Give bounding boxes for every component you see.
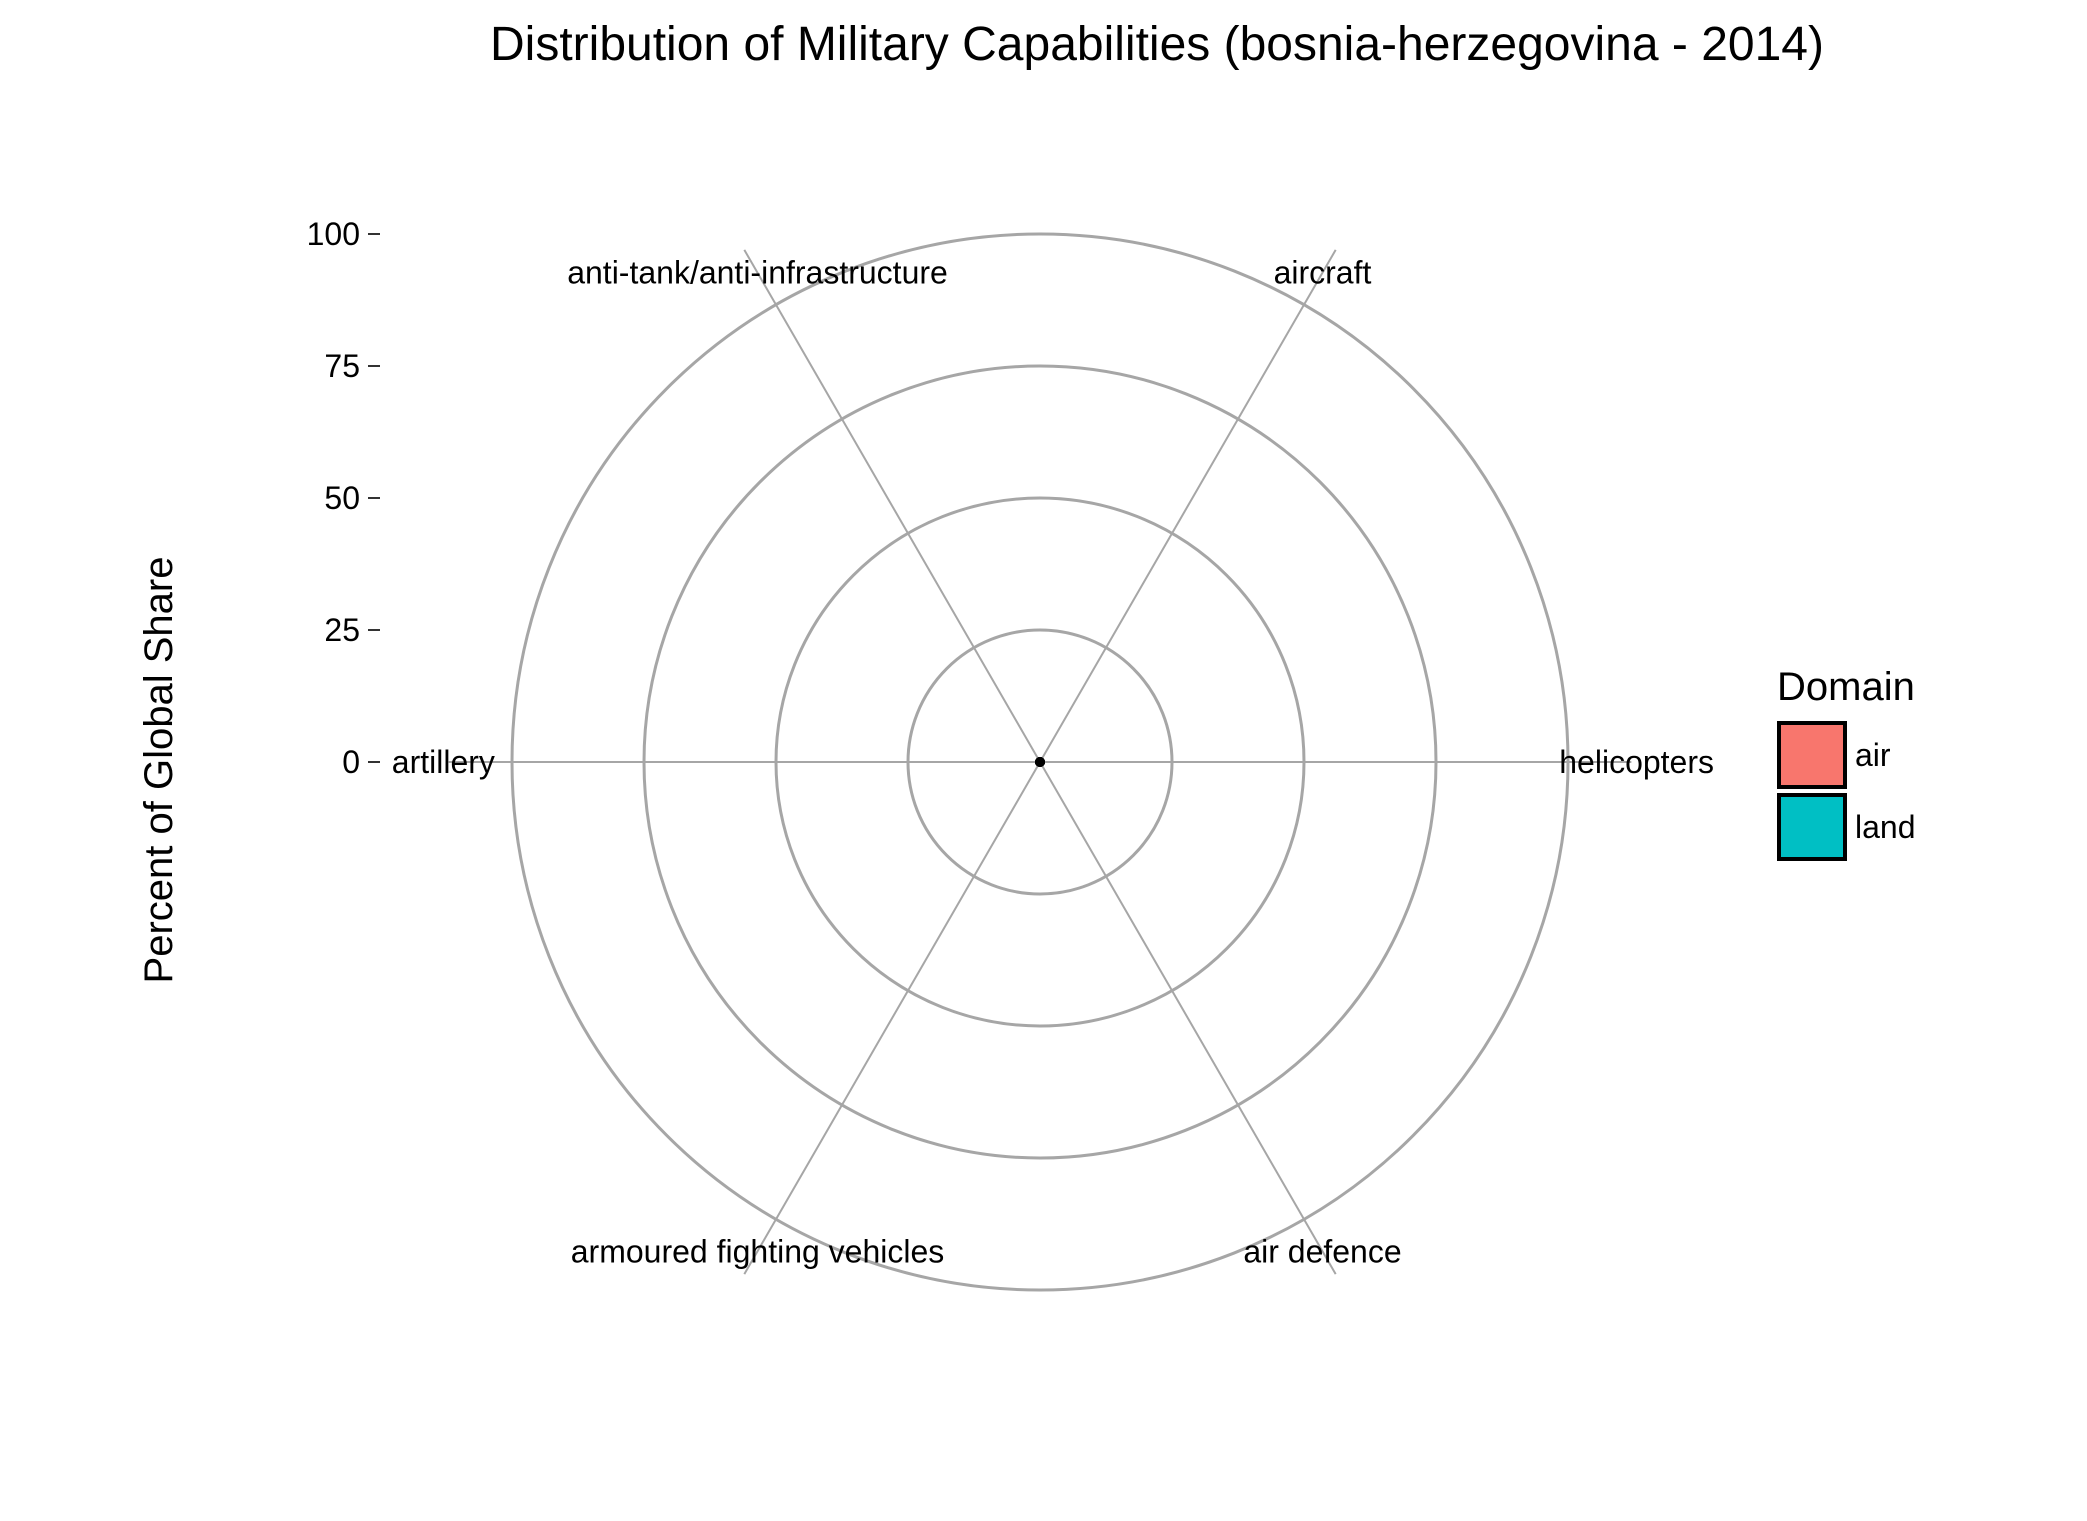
- spoke-armoured-fighting-vehicles: [743, 761, 1041, 1275]
- spoke-air-defence: [1039, 761, 1337, 1275]
- category-label-anti-tank-anti-infrastructure: anti-tank/anti-infrastructure: [567, 255, 948, 291]
- data-layer: [1035, 757, 1045, 767]
- legend-label-land: land: [1855, 809, 1916, 845]
- legend-swatch-land: [1777, 793, 1847, 861]
- y-tick-label-0: 0: [342, 744, 360, 780]
- data-point-air-defence: [1035, 757, 1045, 767]
- spoke-aircraft: [1039, 249, 1337, 763]
- y-tick-label-25: 25: [324, 612, 360, 648]
- y-axis-ticks: 0 25 50 75 100: [307, 216, 380, 780]
- y-axis-label: Percent of Global Share: [137, 557, 181, 984]
- chart-title: Distribution of Military Capabilities (b…: [490, 18, 1824, 71]
- legend: Domain air land: [1777, 665, 1916, 861]
- legend-title: Domain: [1777, 665, 1915, 709]
- category-label-aircraft: aircraft: [1274, 255, 1372, 291]
- polar-grid: [448, 232, 1632, 1292]
- category-label-helicopters: helicopters: [1559, 744, 1714, 780]
- category-label-air-defence: air defence: [1243, 1233, 1401, 1269]
- spoke-anti-tank-anti-infrastructure: [743, 249, 1041, 763]
- category-labels: helicopters aircraft anti-tank/anti-infras…: [392, 255, 1714, 1270]
- legend-label-air: air: [1855, 737, 1891, 773]
- y-tick-label-75: 75: [324, 348, 360, 384]
- y-tick-label-100: 100: [307, 216, 360, 252]
- category-label-armoured-fighting-vehicles: armoured fighting vehicles: [571, 1233, 945, 1269]
- legend-swatch-air: [1777, 721, 1847, 789]
- category-label-artillery: artillery: [392, 744, 495, 780]
- y-tick-label-50: 50: [324, 480, 360, 516]
